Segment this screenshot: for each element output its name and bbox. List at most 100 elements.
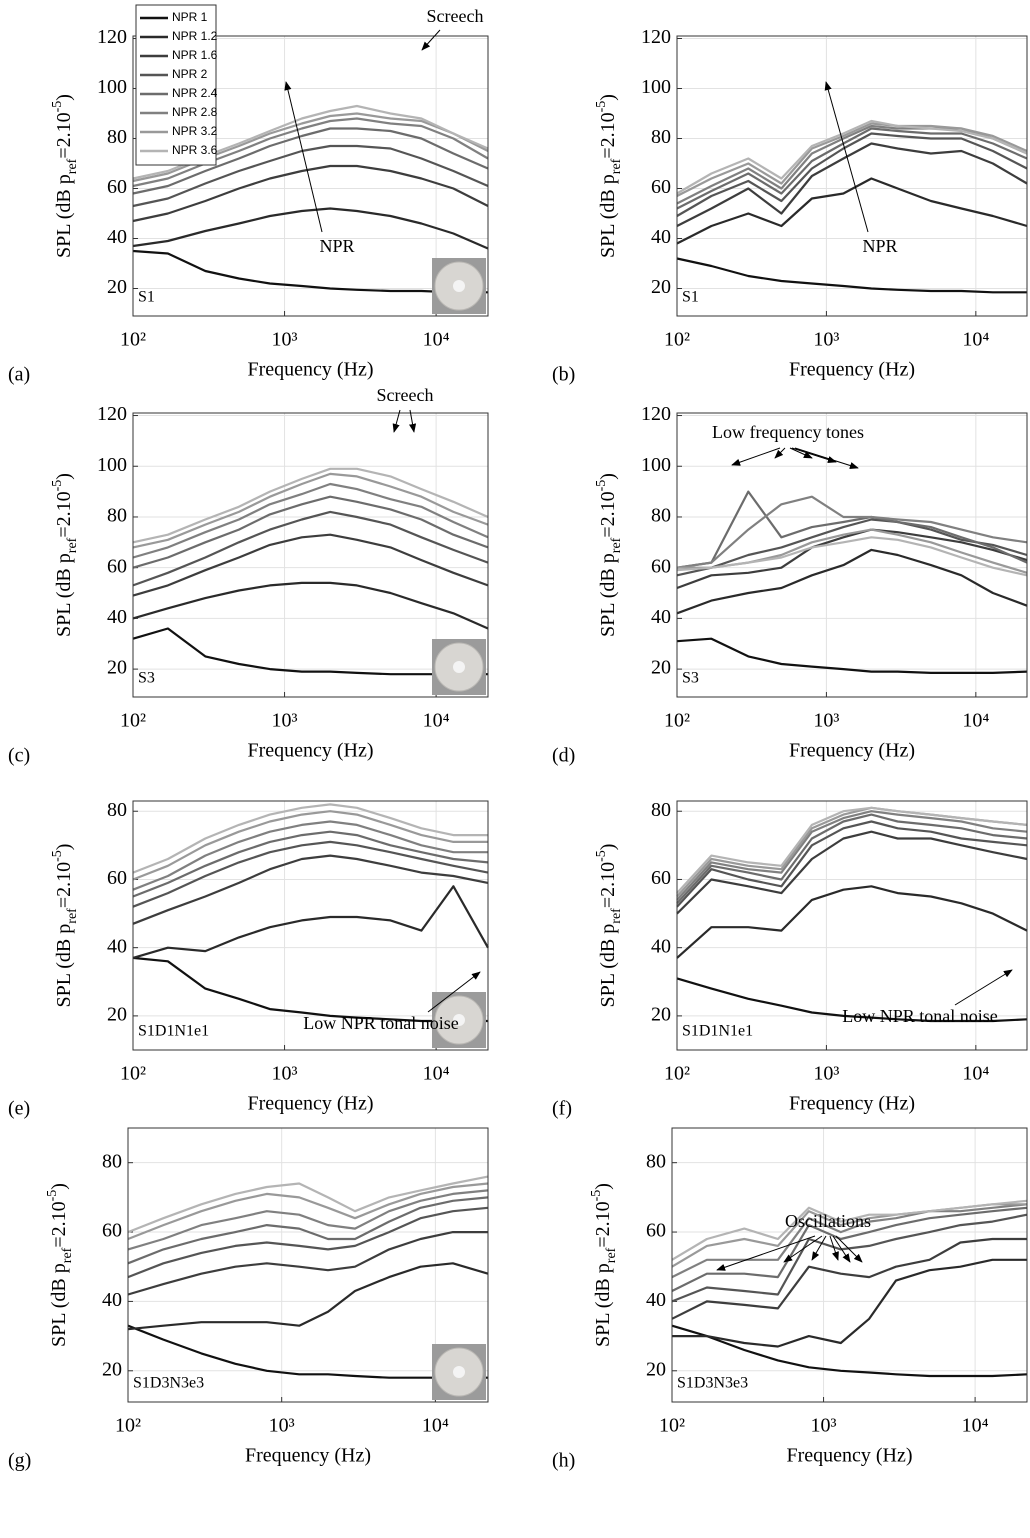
legend-label: NPR 2.4 — [172, 86, 218, 100]
y-axis-label-part: -5 — [50, 480, 65, 492]
y-axis-label-part: ) — [597, 94, 619, 101]
annotation: Screech — [427, 6, 484, 26]
annotation-arrow — [832, 1235, 851, 1263]
x-axis-label: Frequency (Hz) — [247, 359, 373, 381]
axes-box — [127, 1127, 489, 1403]
spectrum-line — [676, 813, 1028, 905]
spectrum-line — [127, 1196, 489, 1265]
spectrum-line — [132, 533, 489, 597]
y-tick-label: 100 — [97, 76, 127, 98]
panel-letter: (f) — [552, 1098, 572, 1120]
spectrum-line — [672, 1258, 1027, 1348]
annotation-arrow — [731, 447, 781, 466]
y-tick-label: 20 — [646, 1358, 666, 1380]
x-tick-label: 10² — [664, 329, 690, 351]
sample-photo — [432, 639, 486, 695]
x-tick-label: 10² — [120, 710, 146, 732]
y-tick-label: 20 — [107, 657, 127, 679]
y-tick-label: 40 — [107, 226, 127, 248]
spectrum-line — [127, 1262, 489, 1331]
y-tick-label: 100 — [97, 454, 127, 476]
annotation: Oscillations — [785, 1211, 871, 1231]
annotation-arrow — [954, 969, 1013, 1006]
panel: 20 40 60 80 10² 10³ 10⁴ Frequency (Hz) (f) SPL (d… — [552, 799, 1028, 1120]
spectrum-line — [671, 1206, 1028, 1292]
y-axis-label-part: SPL (dB p — [597, 924, 619, 1008]
y-tick-label: 60 — [107, 867, 127, 889]
y-axis-label-part: ref — [65, 908, 80, 924]
y-axis-label: SPL (dB pref=2.10-5) — [45, 1183, 75, 1347]
y-axis-label-part: ref — [604, 1247, 619, 1263]
x-tick-label: 10² — [664, 710, 690, 732]
y-axis-label-part: =2.10 — [592, 1201, 614, 1247]
axes-box — [676, 800, 1028, 1051]
panel-letter: (h) — [552, 1450, 575, 1472]
y-tick-label: 60 — [646, 1220, 666, 1242]
y-tick-label: 80 — [107, 799, 127, 821]
spectrum-line — [127, 1189, 489, 1251]
x-tick-label: 10⁴ — [423, 329, 450, 351]
annotation: Low frequency tones — [712, 422, 864, 442]
panel-letter: (g) — [8, 1450, 31, 1472]
x-axis-label: Frequency (Hz) — [789, 1093, 915, 1115]
x-tick-label: 10² — [664, 1063, 690, 1085]
y-tick-label: 60 — [102, 1220, 122, 1242]
x-axis-label: Frequency (Hz) — [245, 1445, 371, 1467]
y-tick-label: 100 — [641, 76, 671, 98]
x-tick-label: 10³ — [272, 329, 298, 351]
y-tick-label: 120 — [97, 26, 127, 48]
spectrum-line — [676, 810, 1028, 901]
spectrum-line — [676, 977, 1028, 1023]
spectrum-line — [132, 803, 488, 874]
photo-hole — [453, 661, 465, 673]
y-axis-label-part: SPL (dB p — [53, 174, 75, 258]
y-tick-label: 20 — [651, 657, 671, 679]
spectrum-line — [676, 122, 1028, 197]
axes-box — [132, 800, 489, 1051]
annotation: Low NPR tonal noise — [303, 1013, 459, 1033]
annotation-arrow — [829, 1235, 839, 1261]
y-axis-label-part: -5 — [594, 850, 609, 862]
spectrum-line — [132, 854, 489, 925]
spectrum-line — [132, 510, 489, 587]
y-axis-label: SPL (dB pref=2.10-5) — [50, 94, 80, 258]
x-axis-label: Frequency (Hz) — [786, 1445, 912, 1467]
y-axis-label-part: SPL (dB p — [48, 1263, 70, 1347]
annotation-arrow — [811, 1235, 827, 1261]
spectrum-line — [132, 127, 489, 195]
y-tick-label: 100 — [641, 454, 671, 476]
y-axis-label-part: =2.10 — [48, 1201, 70, 1247]
x-tick-label: 10⁴ — [962, 1415, 989, 1437]
annotation-arrow — [421, 29, 441, 51]
y-tick-label: 20 — [107, 276, 127, 298]
y-axis-label-part: ref — [609, 908, 624, 924]
spectrum-line — [132, 472, 489, 549]
spectrum-line — [676, 177, 1028, 245]
y-axis-label: SPL (dB pref=2.10-5) — [594, 844, 624, 1008]
sample-photo — [432, 992, 486, 1048]
x-tick-label: 10² — [659, 1415, 685, 1437]
spectrum-line — [671, 1199, 1028, 1261]
annotation-arrow — [409, 409, 417, 433]
x-tick-label: 10⁴ — [422, 1415, 449, 1437]
photo-hole — [453, 1014, 465, 1026]
axes-box — [132, 412, 489, 698]
spectrum-line — [676, 132, 1028, 217]
annotation-arrow — [716, 1235, 816, 1271]
plot-area — [133, 801, 488, 1050]
spectrum-line — [132, 467, 489, 544]
panel-letter: (b) — [552, 364, 575, 386]
spectrum-line — [676, 127, 1028, 210]
x-tick-label: 10² — [120, 1063, 146, 1085]
y-tick-label: 60 — [651, 176, 671, 198]
y-axis-label-part: ref — [65, 537, 80, 553]
y-tick-label: 20 — [651, 1003, 671, 1025]
panel: 20 40 60 80 100 120 10² 10³ 10⁴ Frequency (Hz) (a)… — [8, 4, 489, 386]
y-axis-label: SPL (dB pref=2.10-5) — [50, 844, 80, 1008]
x-tick-label: 10³ — [272, 710, 298, 732]
annotation-arrow — [791, 447, 837, 463]
spectrum-line — [671, 1213, 1028, 1303]
y-tick-label: 80 — [107, 505, 127, 527]
legend-label: NPR 2 — [172, 67, 208, 81]
legend-box — [135, 4, 217, 166]
